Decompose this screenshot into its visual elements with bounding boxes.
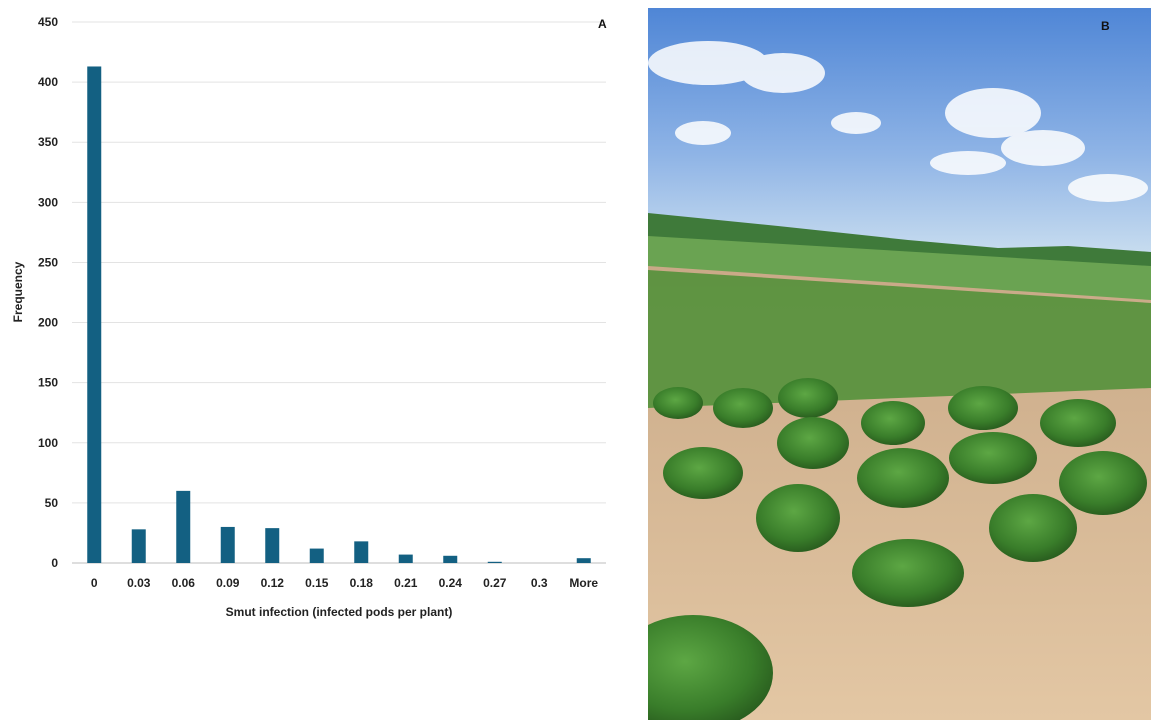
- y-tick-label: 200: [38, 316, 58, 330]
- y-tick-label: 100: [38, 436, 58, 450]
- bar: [87, 66, 102, 563]
- bar: [309, 548, 324, 563]
- x-tick-label: More: [569, 576, 598, 590]
- distant-field: [648, 236, 1151, 308]
- bar: [220, 526, 235, 563]
- bar: [487, 561, 502, 563]
- x-tick-label: 0.3: [531, 576, 548, 590]
- bar: [176, 490, 191, 563]
- y-tick-label: 400: [38, 75, 58, 89]
- bar: [443, 555, 458, 563]
- bar: [131, 529, 146, 563]
- x-tick-label: 0.21: [394, 576, 418, 590]
- x-tick-labels: 0 0.03 0.06 0.09 0.12 0.15 0.18 0.21 0.24 0.27 0.3…: [91, 576, 599, 590]
- gridlines: [72, 21, 606, 564]
- y-tick-label: 0: [51, 556, 58, 570]
- panel-b-label: B: [1101, 19, 1110, 33]
- x-tick-label: 0.24: [439, 576, 463, 590]
- y-axis-title: Frequency: [11, 261, 25, 322]
- y-tick-labels: 0 50 100 150 200 250 300 350 400 450: [38, 15, 58, 570]
- y-tick-label: 350: [38, 135, 58, 149]
- field-photo-panel: B: [648, 8, 1151, 720]
- bar: [354, 541, 369, 563]
- x-axis-title: Smut infection (infected pods per plant): [226, 605, 453, 619]
- bar: [265, 528, 280, 563]
- x-tick-label: 0.12: [261, 576, 285, 590]
- x-tick-label: 0: [91, 576, 98, 590]
- histogram-chart: 0 50 100 150 200 250 300 350 400 450 0 0.03 0.06 0.0…: [11, 15, 607, 619]
- x-tick-label: 0.09: [216, 576, 240, 590]
- bar: [576, 558, 591, 563]
- histogram-panel: 0 50 100 150 200 250 300 350 400 450 0 0.03 0.06 0.0…: [11, 15, 607, 619]
- peanut-field-photo: [648, 8, 1151, 720]
- bars: [87, 66, 591, 563]
- y-tick-label: 50: [45, 496, 59, 510]
- x-tick-label: 0.06: [172, 576, 196, 590]
- x-tick-label: 0.15: [305, 576, 329, 590]
- y-tick-label: 150: [38, 376, 58, 390]
- x-tick-label: 0.27: [483, 576, 507, 590]
- y-tick-label: 450: [38, 15, 58, 29]
- panel-a-label: A: [598, 17, 607, 31]
- bar: [398, 554, 413, 563]
- y-tick-label: 250: [38, 255, 58, 269]
- crop-rows-far: [648, 270, 1151, 408]
- treeline: [648, 213, 1151, 270]
- peanut-plants: [648, 378, 1147, 720]
- x-tick-label: 0.18: [350, 576, 374, 590]
- y-tick-label: 300: [38, 195, 58, 209]
- x-tick-label: 0.03: [127, 576, 151, 590]
- clouds: [648, 41, 1148, 202]
